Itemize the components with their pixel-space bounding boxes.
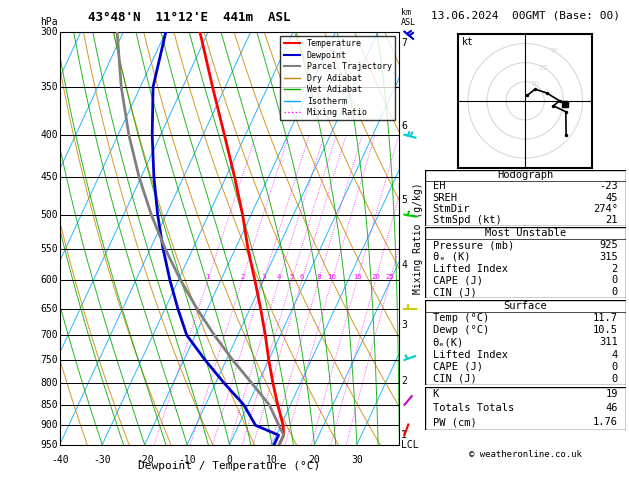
Text: 300: 300 [40, 27, 58, 36]
Text: 43°48'N  11°12'E  441m  ASL: 43°48'N 11°12'E 441m ASL [87, 11, 290, 23]
Legend: Temperature, Dewpoint, Parcel Trajectory, Dry Adiabat, Wet Adiabat, Isotherm, Mi: Temperature, Dewpoint, Parcel Trajectory… [281, 36, 395, 121]
Text: θₑ (K): θₑ (K) [433, 252, 470, 262]
Text: StmSpd (kt): StmSpd (kt) [433, 215, 501, 225]
Text: Most Unstable: Most Unstable [484, 228, 566, 238]
Text: Dewp (°C): Dewp (°C) [433, 325, 489, 335]
Text: 30: 30 [351, 455, 363, 465]
Text: 850: 850 [40, 400, 58, 410]
Text: 350: 350 [40, 82, 58, 92]
Text: 6: 6 [401, 121, 407, 131]
Text: 950: 950 [40, 440, 58, 450]
Text: -23: -23 [599, 181, 618, 191]
Text: 600: 600 [40, 275, 58, 285]
Text: 19: 19 [605, 389, 618, 399]
Text: 0: 0 [226, 455, 233, 465]
Text: 274°: 274° [593, 204, 618, 214]
Text: 4: 4 [401, 260, 407, 270]
Text: © weatheronline.co.uk: © weatheronline.co.uk [469, 450, 582, 459]
Text: 800: 800 [40, 378, 58, 388]
Text: 20: 20 [309, 455, 320, 465]
Text: Mixing Ratio (g/kg): Mixing Ratio (g/kg) [413, 182, 423, 294]
Text: 30: 30 [549, 48, 559, 54]
Text: 500: 500 [40, 209, 58, 220]
Text: 0: 0 [611, 362, 618, 372]
Text: Lifted Index: Lifted Index [433, 263, 508, 274]
Text: CAPE (J): CAPE (J) [433, 362, 482, 372]
Text: Pressure (mb): Pressure (mb) [433, 240, 514, 250]
Text: 3: 3 [261, 274, 266, 280]
Text: 15: 15 [353, 274, 362, 280]
Text: SREH: SREH [433, 192, 458, 203]
Text: 400: 400 [40, 130, 58, 139]
Text: 4: 4 [277, 274, 281, 280]
Text: 5: 5 [289, 274, 294, 280]
Text: 0: 0 [611, 275, 618, 285]
Text: -10: -10 [178, 455, 196, 465]
Text: 7: 7 [401, 38, 407, 48]
Text: 10: 10 [328, 274, 337, 280]
Text: 1: 1 [401, 430, 407, 440]
Text: km
ASL: km ASL [401, 8, 416, 27]
Text: -40: -40 [51, 455, 69, 465]
Text: K: K [433, 389, 439, 399]
Text: -30: -30 [93, 455, 111, 465]
Text: 8: 8 [316, 274, 321, 280]
Text: CIN (J): CIN (J) [433, 374, 476, 384]
Text: 21: 21 [605, 215, 618, 225]
Text: PW (cm): PW (cm) [433, 417, 476, 428]
Text: 700: 700 [40, 330, 58, 340]
Text: 450: 450 [40, 172, 58, 182]
Text: 0: 0 [611, 374, 618, 384]
Text: θₑ(K): θₑ(K) [433, 337, 464, 347]
Text: StmDir: StmDir [433, 204, 470, 214]
Text: LCL: LCL [401, 440, 419, 450]
Text: 650: 650 [40, 304, 58, 313]
Text: 2: 2 [401, 376, 407, 386]
Text: 45: 45 [605, 192, 618, 203]
Text: 10.5: 10.5 [593, 325, 618, 335]
Text: 315: 315 [599, 252, 618, 262]
Text: 6: 6 [300, 274, 304, 280]
Text: 900: 900 [40, 420, 58, 430]
X-axis label: Dewpoint / Temperature (°C): Dewpoint / Temperature (°C) [138, 461, 321, 471]
Text: EH: EH [433, 181, 445, 191]
Text: 20: 20 [371, 274, 380, 280]
Text: 10: 10 [530, 81, 539, 87]
Text: 25: 25 [386, 274, 394, 280]
Text: kt: kt [462, 37, 474, 48]
Text: 5: 5 [401, 195, 407, 205]
Text: 311: 311 [599, 337, 618, 347]
Text: -20: -20 [136, 455, 153, 465]
Text: Hodograph: Hodograph [497, 170, 554, 180]
Text: 13.06.2024  00GMT (Base: 00): 13.06.2024 00GMT (Base: 00) [431, 11, 620, 20]
Text: 1.76: 1.76 [593, 417, 618, 428]
Text: 2: 2 [240, 274, 245, 280]
Text: Lifted Index: Lifted Index [433, 349, 508, 360]
Text: 10: 10 [266, 455, 278, 465]
Text: 2: 2 [611, 263, 618, 274]
Text: 46: 46 [605, 403, 618, 413]
Text: hPa: hPa [40, 17, 58, 27]
Text: Temp (°C): Temp (°C) [433, 313, 489, 323]
Text: 11.7: 11.7 [593, 313, 618, 323]
Text: 925: 925 [599, 240, 618, 250]
Text: 0: 0 [611, 287, 618, 297]
Text: 550: 550 [40, 244, 58, 254]
Text: Surface: Surface [503, 301, 547, 311]
Text: Totals Totals: Totals Totals [433, 403, 514, 413]
Text: CIN (J): CIN (J) [433, 287, 476, 297]
Text: 4: 4 [611, 349, 618, 360]
Text: 20: 20 [540, 65, 548, 71]
Text: 3: 3 [401, 320, 407, 330]
Text: CAPE (J): CAPE (J) [433, 275, 482, 285]
Text: 1: 1 [206, 274, 210, 280]
Text: 750: 750 [40, 355, 58, 365]
